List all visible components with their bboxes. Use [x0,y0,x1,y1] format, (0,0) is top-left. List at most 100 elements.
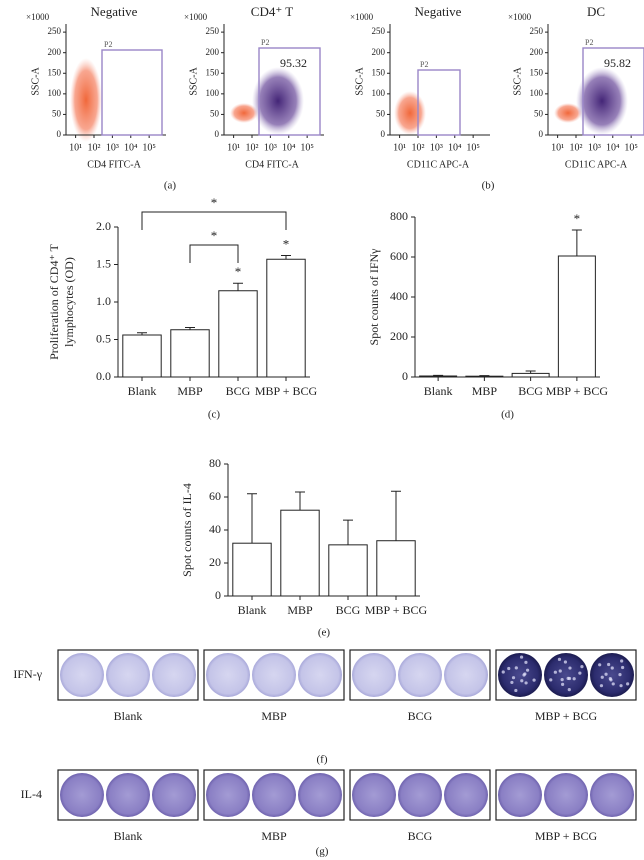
scale-label: ×1000 [350,12,374,22]
error-bar [137,332,147,335]
y-tick-label: 0 [539,129,544,139]
y-tick-label: 150 [206,67,220,77]
y-tick-label: 250 [530,26,544,36]
significance-star: * [211,228,218,243]
y-tick-label: 0 [215,588,221,602]
panel-label: (g) [316,846,329,858]
significance-star: * [211,195,218,210]
x-tick-label: 10² [87,142,100,153]
x-axis-label: CD11C APC-A [565,159,628,170]
well-speckle [563,660,568,664]
bar [376,540,416,597]
gate-label: P2 [420,60,428,69]
group-label: MBP + BCG [535,709,598,723]
y-axis-label: Spot counts of IFNγ [367,248,381,346]
x-tick-label: 10⁵ [466,142,480,153]
axes [414,217,600,378]
significance-bracket [141,211,287,230]
y-tick-label: 200 [206,47,220,57]
cell-cloud [70,58,102,142]
well-speckle [578,671,582,675]
axes [117,227,310,378]
x-tick-label: 10⁴ [282,142,296,153]
significance-star: * [574,211,581,226]
x-tick-label: 10⁵ [624,142,638,153]
group-label: BCG [408,709,433,723]
gate-label: P2 [585,38,593,47]
group-label: Blank [114,709,143,723]
panel-label: (d) [501,409,514,421]
bar [232,542,272,597]
cell-cloud [252,67,304,135]
well-speckle [524,660,528,664]
x-tick-label: MBP + BCG [546,384,609,398]
well [444,773,488,817]
well-speckle [626,682,630,686]
well [544,773,588,817]
well-speckle [507,666,511,671]
x-tick-label: 10⁴ [124,142,138,153]
x-tick-label: 10¹ [551,142,564,153]
well [60,653,104,697]
well-speckle [523,672,527,676]
well-speckle [558,669,562,673]
well-speckle [599,684,604,688]
y-tick-label: 80 [209,456,221,470]
panel-label: (c) [208,409,221,421]
y-tick-label: 100 [206,88,220,98]
well-speckle [501,670,505,674]
gate [258,47,321,136]
y-tick-label: 50 [52,108,62,118]
well-speckle [557,657,562,661]
bar [511,372,550,378]
well [590,653,634,697]
well [444,653,488,697]
x-axis-label: CD4 FITC-A [245,159,299,170]
x-tick-label: MBP [287,603,313,617]
x-tick-label: 10³ [106,142,119,153]
error-bar [525,370,536,374]
well-speckle [600,675,604,679]
cell-cloud [554,103,582,123]
error-bar [281,255,291,260]
gate [417,69,461,136]
x-tick-label: BCG [518,384,543,398]
well [498,773,542,817]
group-label: MBP [261,709,287,723]
scale-label: ×1000 [26,12,50,22]
x-tick-label: 10⁴ [448,142,462,153]
x-tick-label: Blank [238,603,267,617]
y-tick-label: 50 [376,108,386,118]
error-bar [185,327,195,330]
panel-label: (f) [317,754,328,766]
well-speckle [607,662,611,667]
well-speckle [568,666,572,670]
well [206,653,250,697]
bar [122,334,162,378]
well [252,653,296,697]
well [60,773,104,817]
y-tick-label: 0 [381,129,386,139]
bar [266,258,306,378]
significance-star: * [283,236,290,251]
error-bar [247,493,257,544]
error-bar [391,490,401,541]
group-label: MBP [261,829,287,843]
y-tick-label: 150 [372,67,386,77]
panel-title: DC [587,4,605,19]
x-tick-label: Blank [424,384,453,398]
y-tick-label: 100 [48,88,62,98]
y-axis-label: Proliferation of CD4⁺ T [47,243,61,359]
error-bar [295,491,305,511]
error-bar [433,374,444,376]
y-tick-label: 200 [530,47,544,57]
y-tick-label: 20 [209,555,221,569]
y-tick-label: 2.0 [96,219,111,233]
well-speckle [560,678,564,682]
well-speckle [620,659,624,663]
y-tick-label: 800 [390,209,408,223]
y-tick-label: 250 [206,26,220,36]
axes [227,464,420,597]
y-tick-label: 200 [390,329,408,343]
